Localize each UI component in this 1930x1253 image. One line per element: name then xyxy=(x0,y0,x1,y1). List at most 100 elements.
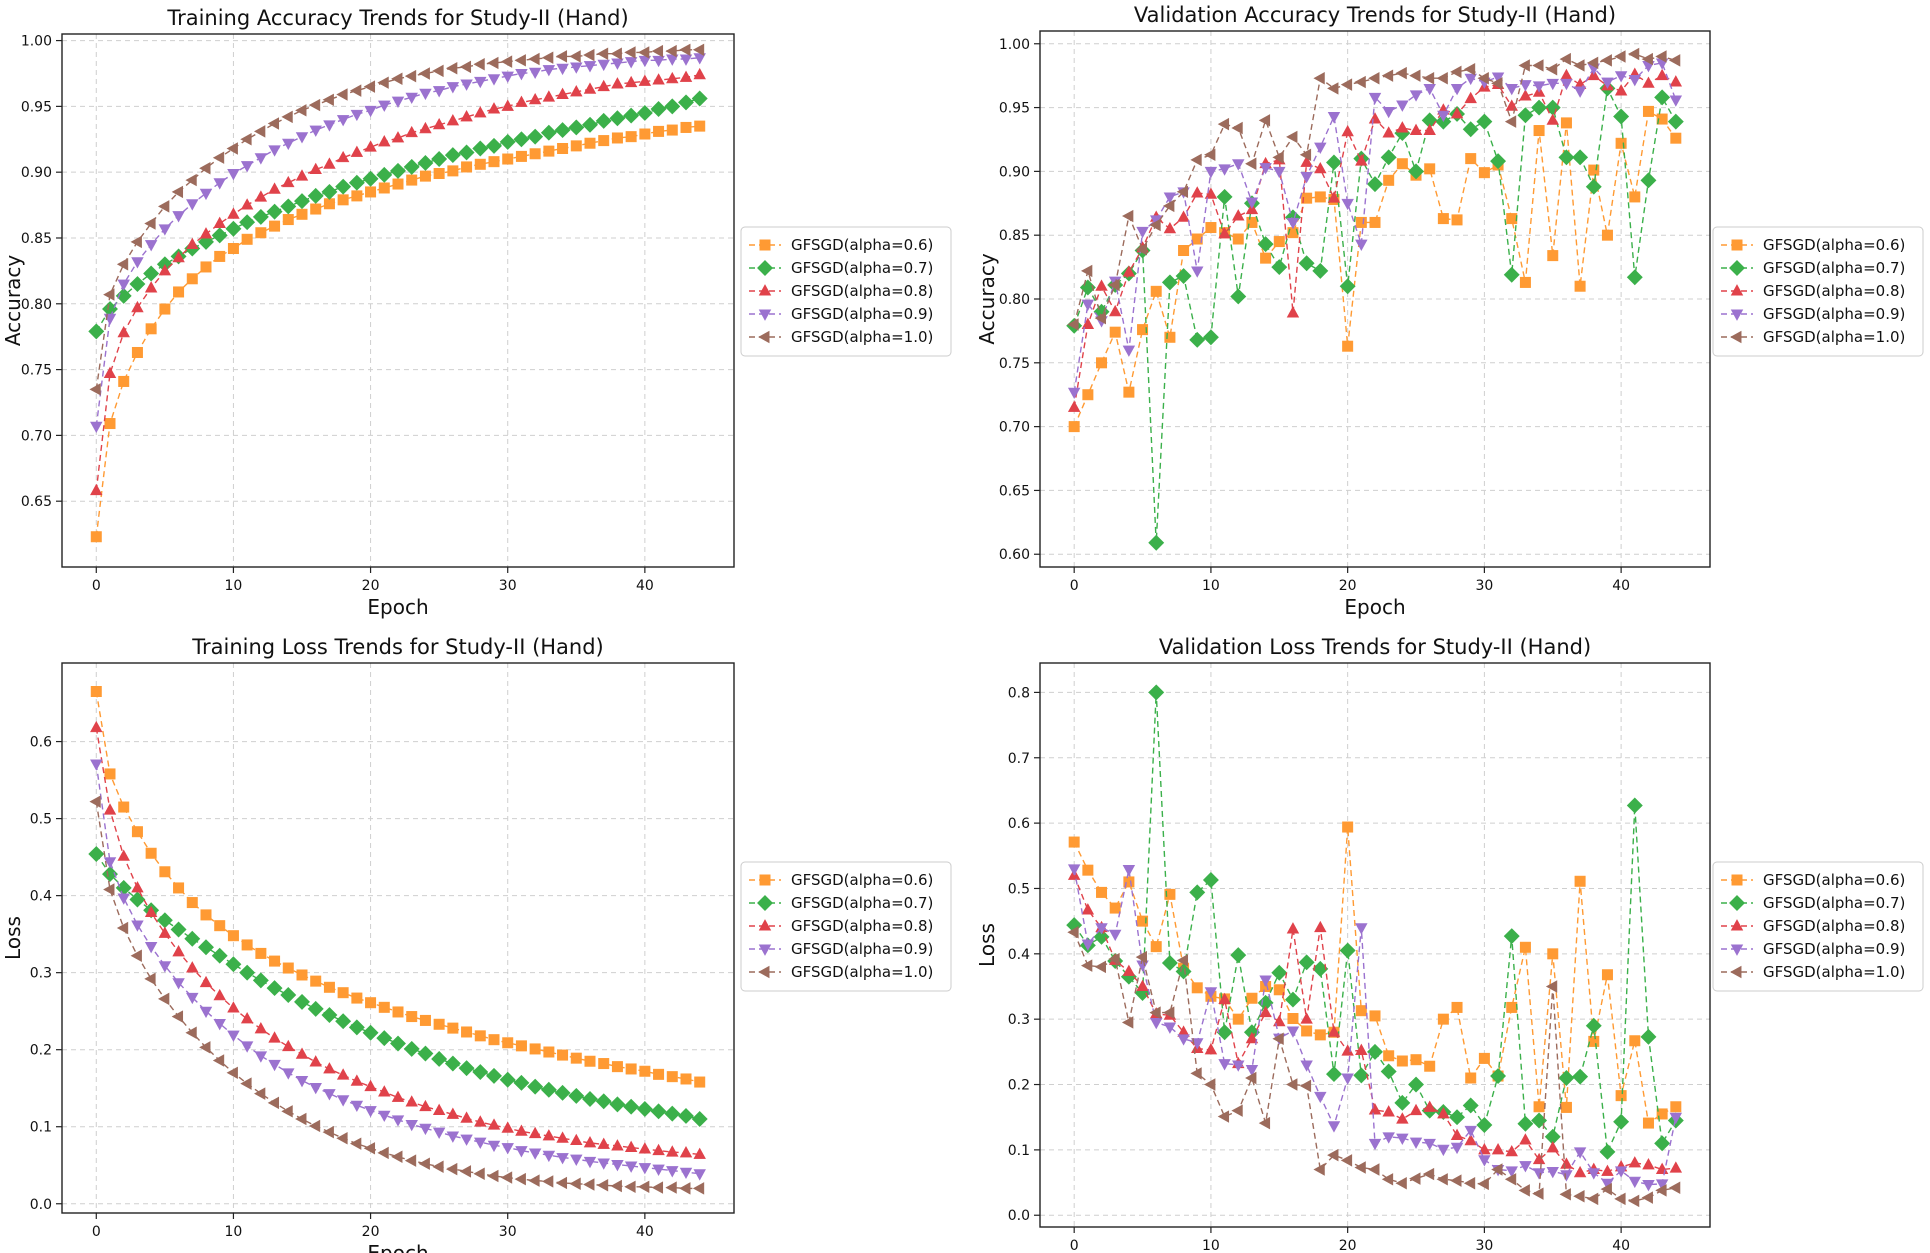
data-point xyxy=(1149,1017,1163,1030)
series-line xyxy=(95,727,700,1156)
data-point xyxy=(514,1172,526,1186)
data-point xyxy=(692,1182,705,1195)
plot-frame xyxy=(1039,662,1711,1228)
data-point xyxy=(1368,71,1380,85)
legend-marker xyxy=(758,919,772,931)
y-tick-label: 0.65 xyxy=(999,483,1030,499)
data-point xyxy=(1326,1066,1342,1083)
data-point xyxy=(1150,941,1162,953)
data-point xyxy=(227,169,240,181)
chart-title: Training Loss Trends for Study-II (Hand) xyxy=(191,635,604,659)
data-point xyxy=(528,92,542,105)
data-point xyxy=(1149,218,1161,232)
data-point xyxy=(1216,188,1233,205)
data-point xyxy=(625,1063,637,1075)
data-point xyxy=(363,80,376,93)
data-point xyxy=(104,768,116,780)
data-point xyxy=(390,1035,406,1052)
y-tick-label: 0.4 xyxy=(30,889,52,905)
data-point xyxy=(1230,947,1247,964)
data-point xyxy=(240,1041,254,1053)
data-point xyxy=(1464,91,1477,104)
y-tick-label: 0.5 xyxy=(30,812,52,828)
data-point xyxy=(103,857,117,869)
data-point xyxy=(144,905,158,918)
data-point xyxy=(1560,78,1573,91)
data-point xyxy=(308,98,321,112)
data-point xyxy=(609,1096,626,1113)
data-point xyxy=(1586,56,1599,70)
data-point xyxy=(1368,1138,1382,1151)
data-point xyxy=(1122,345,1136,357)
data-point xyxy=(294,993,310,1010)
data-point xyxy=(419,1123,432,1136)
data-point xyxy=(1628,1176,1642,1189)
data-point xyxy=(131,881,144,893)
data-point xyxy=(1273,236,1285,248)
data-point xyxy=(1396,121,1409,133)
data-point xyxy=(158,264,172,276)
legend-item: GFSGD(alpha=0.7) xyxy=(749,259,933,277)
data-point xyxy=(145,323,157,335)
data-point xyxy=(255,227,267,239)
plot-frame xyxy=(61,662,735,1214)
data-point xyxy=(1163,1022,1177,1034)
data-point xyxy=(1122,964,1136,976)
data-point xyxy=(404,1154,417,1167)
data-point xyxy=(184,930,201,947)
data-point xyxy=(1478,1143,1491,1155)
data-point xyxy=(1137,324,1149,336)
data-point xyxy=(555,50,568,63)
data-point xyxy=(1368,1163,1380,1176)
data-point xyxy=(419,121,432,134)
data-point xyxy=(1545,980,1558,993)
data-point xyxy=(406,174,418,186)
legend-item: GFSGD(alpha=0.6) xyxy=(1721,236,1905,254)
data-point xyxy=(1656,1108,1668,1120)
data-point xyxy=(131,346,143,358)
data-point xyxy=(1640,1028,1657,1045)
data-point xyxy=(225,956,242,973)
data-point xyxy=(542,1129,556,1141)
data-point xyxy=(694,120,706,132)
data-point xyxy=(487,1118,501,1130)
data-point xyxy=(89,795,101,808)
data-point xyxy=(1505,83,1518,96)
x-tick-label: 40 xyxy=(1612,578,1630,594)
data-point xyxy=(90,531,102,543)
legend-marker xyxy=(758,965,770,979)
data-point xyxy=(1082,389,1094,401)
data-point xyxy=(665,1181,677,1194)
data-point xyxy=(115,287,132,304)
data-point xyxy=(596,47,609,60)
data-point xyxy=(1163,221,1177,234)
legend-item: GFSGD(alpha=0.8) xyxy=(749,917,933,935)
data-point xyxy=(294,193,310,210)
data-point xyxy=(1177,1034,1190,1046)
data-point xyxy=(226,142,238,155)
data-point xyxy=(598,1058,610,1070)
data-point xyxy=(1519,1133,1532,1145)
data-point xyxy=(543,1046,555,1058)
data-point xyxy=(1382,1132,1395,1144)
data-point xyxy=(584,137,596,149)
data-point xyxy=(1449,1109,1466,1126)
data-point xyxy=(570,1052,582,1064)
data-point xyxy=(90,421,103,434)
data-point xyxy=(569,1177,581,1190)
data-point xyxy=(1273,1014,1286,1027)
legend-box xyxy=(740,861,952,992)
y-axis-label: Loss xyxy=(975,923,999,967)
data-point xyxy=(1109,902,1121,914)
data-point xyxy=(1614,71,1628,83)
data-point xyxy=(487,56,499,70)
data-point xyxy=(1503,928,1520,945)
data-point xyxy=(1176,954,1189,967)
data-point xyxy=(1477,71,1489,85)
data-point xyxy=(1161,274,1178,291)
data-point xyxy=(1300,155,1313,167)
data-point xyxy=(1314,142,1327,154)
data-point xyxy=(1422,71,1435,85)
data-point xyxy=(1462,121,1479,138)
data-point xyxy=(1271,964,1288,981)
